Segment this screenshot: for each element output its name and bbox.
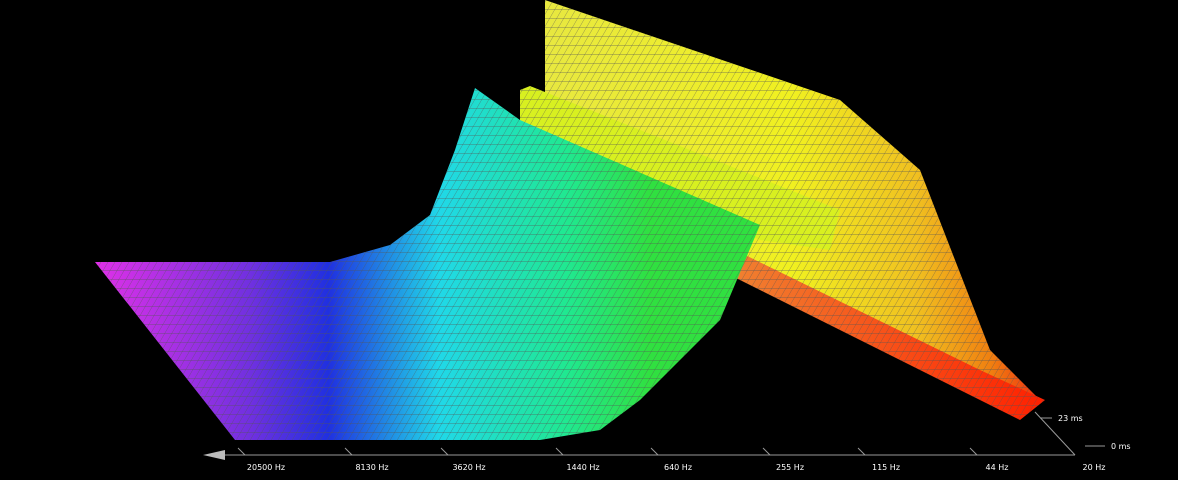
tick — [440, 447, 449, 456]
frequency-label: 8130 Hz — [355, 463, 388, 472]
mesh — [730, 250, 1045, 420]
axis-arrow — [203, 450, 225, 460]
time-label: 0 ms — [1111, 442, 1131, 451]
frequency-label: 20500 Hz — [247, 463, 285, 472]
tick — [762, 447, 771, 456]
axes: 20500 Hz 8130 Hz 3620 Hz 1440 Hz 640 Hz … — [203, 411, 1131, 472]
frequency-label: 255 Hz — [776, 463, 804, 472]
tick — [650, 447, 659, 456]
mesh — [95, 88, 760, 440]
mesh — [520, 86, 840, 250]
frequency-label: 115 Hz — [872, 463, 900, 472]
frequency-label: 640 Hz — [664, 463, 692, 472]
frequency-ticks — [237, 447, 978, 456]
frequency-label: 20 Hz — [1083, 463, 1106, 472]
frequency-label: 1440 Hz — [566, 463, 599, 472]
time-label: 23 ms — [1058, 414, 1083, 423]
tick — [857, 447, 866, 456]
tick — [969, 447, 978, 456]
frequency-label: 3620 Hz — [452, 463, 485, 472]
surface — [95, 0, 1045, 440]
frequency-label: 44 Hz — [986, 463, 1009, 472]
tick — [555, 447, 564, 456]
tick — [237, 447, 246, 456]
tick — [344, 447, 353, 456]
time-axis — [1034, 411, 1076, 456]
